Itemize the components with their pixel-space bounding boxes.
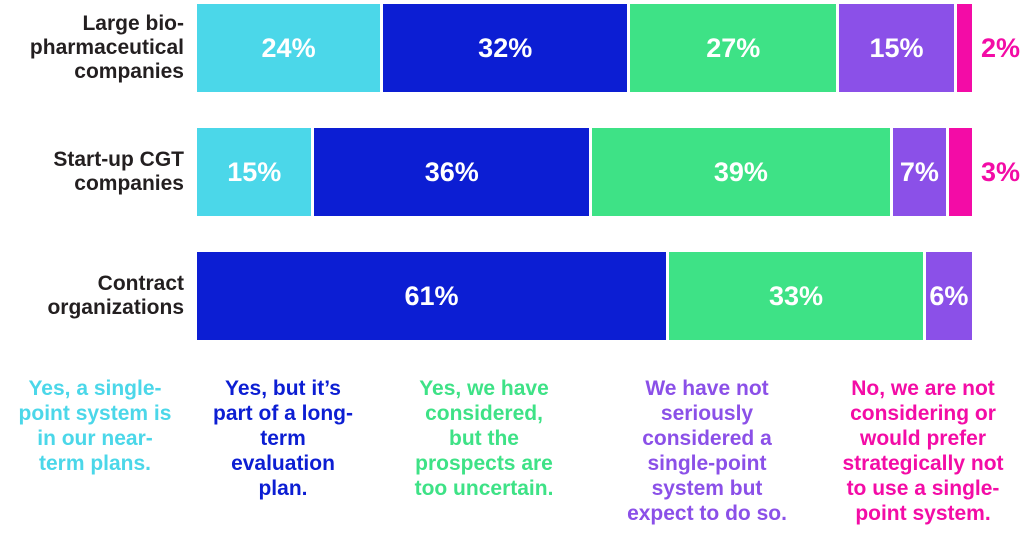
segment-value-label: 61% xyxy=(404,280,459,311)
outside-value-label: 3% xyxy=(981,156,1021,187)
segment-value-label: 27% xyxy=(706,32,761,63)
bar-track: 24% 32% 27% 15% xyxy=(197,4,973,92)
legend-item: Yes, a single-point system is in our nea… xyxy=(18,377,172,475)
row-label-line: pharmaceutical xyxy=(29,36,184,59)
row-label-line: organizations xyxy=(47,296,184,319)
outside-value-label: 2% xyxy=(981,32,1021,63)
chart-row: Large bio-pharmaceutical companies 24% 32% 2… xyxy=(0,4,1024,92)
segment-value-label: 39% xyxy=(713,156,768,187)
row-label-line: Start-up CGT xyxy=(53,148,184,171)
row-label-line: companies xyxy=(74,172,184,195)
segment-value-label: 32% xyxy=(478,32,533,63)
segment-value-label: 24% xyxy=(261,32,316,63)
row-label: Contract organizations xyxy=(0,252,197,340)
legend-item: We have not seriously considered a singl… xyxy=(627,377,787,525)
chart-legend: Yes, a single-point system is in our nea… xyxy=(0,376,1024,526)
legend-item: Yes, but it’s part of a long-term evalua… xyxy=(213,377,353,500)
bar-segment xyxy=(949,128,972,216)
bar-segment: 15% xyxy=(197,128,312,216)
segment-value-label: 7% xyxy=(899,156,939,187)
bar-segment: 7% xyxy=(892,128,947,216)
bar-track: 61% 33% 6% xyxy=(197,252,972,340)
bar-segment: 61% xyxy=(197,252,667,340)
row-label-line: Contract xyxy=(97,272,184,295)
bar-segment xyxy=(956,4,973,92)
row-label-line: Large bio- xyxy=(82,12,184,35)
segment-value-label: 6% xyxy=(929,280,969,311)
bar-segment: 6% xyxy=(925,252,972,340)
row-label: Large bio-pharmaceutical companies xyxy=(0,4,197,92)
row-label: Start-up CGT companies xyxy=(0,128,197,216)
stacked-bar-chart: Large bio-pharmaceutical companies 24% 32% 2… xyxy=(0,4,1024,340)
chart-row: Start-up CGT companies 15% 36% 39% 7% 3% xyxy=(0,128,1024,216)
bar-segment: 32% xyxy=(383,4,628,92)
segment-value-label: 15% xyxy=(227,156,282,187)
bar-segment: 24% xyxy=(197,4,381,92)
segment-value-label: 15% xyxy=(869,32,924,63)
segment-value-label: 33% xyxy=(768,280,823,311)
bar-segment: 15% xyxy=(839,4,954,92)
segment-value-label: 36% xyxy=(424,156,479,187)
bar-segment: 36% xyxy=(314,128,590,216)
bar-segment: 39% xyxy=(592,128,890,216)
legend-item: No, we are not considering or would pref… xyxy=(842,377,1004,525)
bar-segment: 33% xyxy=(669,252,923,340)
row-label-line: companies xyxy=(74,60,184,83)
bar-segment: 27% xyxy=(630,4,837,92)
chart-row: Contract organizations 61% 33% 6% xyxy=(0,252,1024,340)
bar-track: 15% 36% 39% 7% xyxy=(197,128,972,216)
legend-item: Yes, we have considered, but the prospec… xyxy=(414,377,554,500)
